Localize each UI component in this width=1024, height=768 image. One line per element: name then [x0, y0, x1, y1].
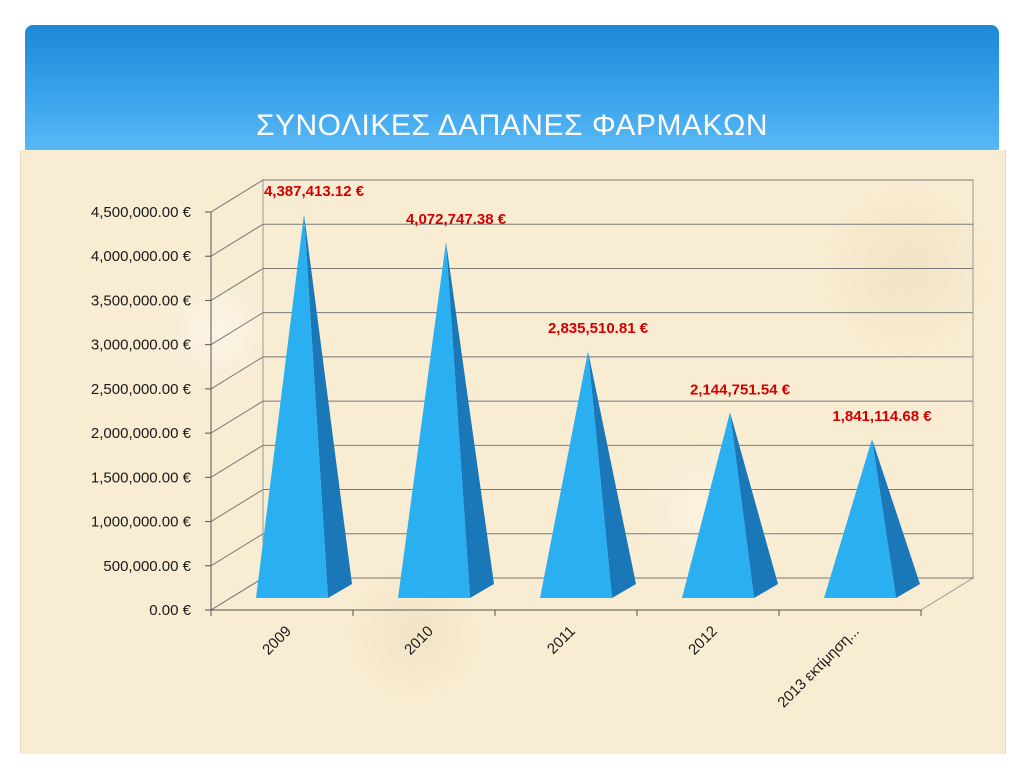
- data-label: 4,072,747.38 €: [406, 211, 507, 228]
- chart-panel: 0.00 € 500,000.00 € 1,000,000.00 € 1,500,00…: [20, 150, 1006, 754]
- xtick-label: 2009: [259, 623, 295, 659]
- gridline-side: [210, 356, 264, 390]
- side-wall: [210, 179, 264, 611]
- data-label: 2,144,751.54 €: [690, 381, 791, 398]
- pyramid-bar: [824, 439, 896, 598]
- title-bar: ΣΥΝΟΛΙΚΕΣ ΔΑΠΑΝΕΣ ΦΑΡΜΑΚΩΝ: [25, 25, 999, 155]
- xtick-label: 2012: [685, 623, 721, 659]
- gridline-side: [210, 444, 264, 478]
- gridline-side: [210, 223, 264, 257]
- ytick-label: 1,500,000.00 €: [91, 469, 192, 486]
- gridline-side: [210, 577, 264, 611]
- ytick-label: 2,500,000.00 €: [91, 381, 192, 398]
- ytick-label: 4,500,000.00 €: [91, 204, 192, 221]
- pyramid-bar: [398, 241, 470, 598]
- pyramid-side-face: [588, 351, 636, 598]
- ytick-label: 2,000,000.00 €: [91, 425, 192, 442]
- ytick-label: 3,500,000.00 €: [91, 292, 192, 309]
- slide-title: ΣΥΝΟΛΙΚΕΣ ΔΑΠΑΝΕΣ ΦΑΡΜΑΚΩΝ: [255, 109, 769, 142]
- pyramid-side-face: [304, 213, 352, 598]
- pyramid-side-face: [872, 439, 920, 598]
- gridline-side: [210, 400, 264, 434]
- pyramid-bar-chart: 0.00 € 500,000.00 € 1,000,000.00 € 1,500,00…: [91, 179, 975, 711]
- data-label: 4,387,413.12 €: [264, 183, 365, 200]
- pyramid-side-face: [730, 412, 778, 598]
- gridline-side: [210, 312, 264, 346]
- gridline-side: [210, 179, 264, 213]
- data-label: 2,835,510.81 €: [548, 320, 649, 337]
- gridline-side: [210, 268, 264, 301]
- gridline-side: [210, 533, 264, 567]
- pyramid-side-face: [446, 241, 494, 598]
- xtick-label: 2013 εκτίμηση...: [774, 623, 862, 711]
- data-label: 1,841,114.68 €: [832, 408, 932, 425]
- ytick-label: 3,000,000.00 €: [91, 337, 192, 354]
- pyramid-bar: [256, 213, 328, 598]
- ytick-label: 500,000.00 €: [103, 558, 191, 575]
- xtick-label: 2011: [544, 623, 579, 658]
- ytick-label: 4,000,000.00 €: [91, 248, 192, 265]
- ytick-label: 1,000,000.00 €: [91, 514, 192, 531]
- xtick-label: 2010: [401, 623, 437, 659]
- gridline-side: [210, 489, 264, 522]
- pyramid-bar: [540, 351, 612, 598]
- pyramid-bar: [682, 412, 754, 598]
- ytick-label: 0.00 €: [149, 602, 191, 619]
